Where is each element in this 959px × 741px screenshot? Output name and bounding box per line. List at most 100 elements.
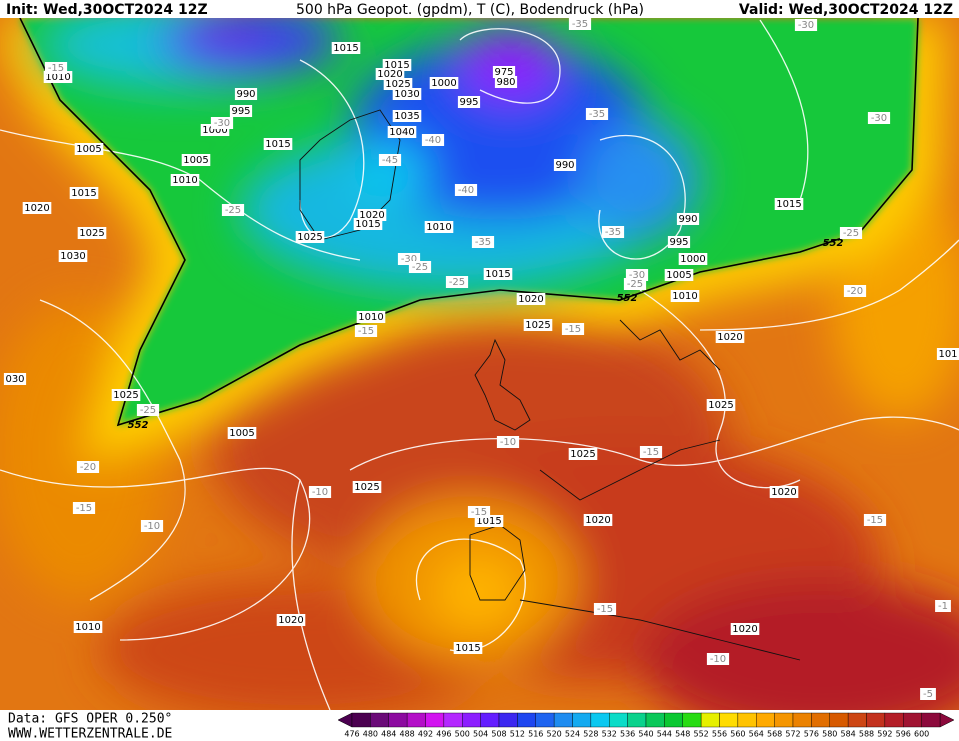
pressure-label-box: [936, 348, 959, 360]
colorbar-label: 520: [546, 730, 561, 739]
website: WWW.WETTERZENTRALE.DE: [8, 727, 172, 741]
temperature-label: -25: [843, 228, 859, 239]
thickness-label: 552: [128, 420, 149, 431]
pressure-label: 990: [236, 89, 255, 100]
temperature-label-box: [210, 117, 234, 129]
colorbar-label: 568: [767, 730, 782, 739]
temperature-label-box: [794, 19, 818, 31]
pressure-label: 1015: [455, 643, 480, 654]
pressure-label-box: [276, 614, 306, 626]
pressure-label-box: [73, 621, 103, 633]
temperature-label: -15: [565, 324, 581, 335]
colorbar-swatch: [866, 712, 886, 728]
colorbar-swatch: [553, 712, 573, 728]
pressure-label: 1010: [172, 175, 197, 186]
pressure-label: 1005: [666, 270, 691, 281]
colorbar-swatch: [903, 712, 922, 728]
pressure-label-box: [263, 138, 293, 150]
colorbar-label: 564: [749, 730, 764, 739]
pressure-label-box: [453, 642, 483, 654]
pressure-label: 1025: [297, 232, 322, 243]
pressure-label-box: [58, 250, 88, 262]
thickness-label: 552: [823, 238, 844, 249]
temperature-label: -25: [412, 262, 428, 273]
pressure-label: 995: [459, 97, 478, 108]
colorbar-label: 592: [877, 730, 892, 739]
pressure-label: 990: [678, 214, 697, 225]
temperature-label-box: [378, 154, 402, 166]
pressure-label-box: [227, 427, 257, 439]
temperature-label-box: [454, 184, 478, 196]
pressure-label: 1015: [476, 516, 501, 527]
colorbar-label: 476: [344, 730, 359, 739]
pressure-label-box: [706, 399, 736, 411]
temperature-label: -15: [76, 503, 92, 514]
pressure-label-box: [392, 110, 422, 122]
pressure-label: 1000: [680, 254, 705, 265]
pressure-label-box: [523, 319, 553, 331]
temperature-label: -35: [605, 227, 621, 238]
pressure-label: 1025: [708, 400, 733, 411]
colorbar-swatch: [756, 712, 775, 728]
pressure-label-box: [715, 331, 745, 343]
pressure-label: 1010: [426, 222, 451, 233]
temperature-label: -1: [938, 601, 948, 612]
pressure-label: 1040: [389, 127, 414, 138]
pressure-label-box: [229, 105, 253, 117]
pressure-label: 1020: [377, 69, 402, 80]
pressure-label-box: [181, 154, 211, 166]
pressure-label: 1020: [518, 294, 543, 305]
temperature-label: -10: [500, 437, 516, 448]
colorbar-swatch: [700, 712, 720, 728]
temperature-label-box: [308, 486, 332, 498]
colorbar-swatch: [480, 712, 500, 728]
temperature-label: -35: [475, 237, 491, 248]
pressure-label: 1015: [265, 139, 290, 150]
pressure-label: 1020: [771, 487, 796, 498]
pressure-label: 1005: [76, 144, 101, 155]
colorbar-swatch: [884, 712, 904, 728]
colorbar-swatch: [370, 712, 389, 728]
temperature-label-box: [140, 520, 164, 532]
temperature-label: -25: [449, 277, 465, 288]
temperature-label: -40: [425, 135, 441, 146]
temperature-label-box: [221, 204, 245, 216]
pressure-label-box: [234, 88, 258, 100]
pressure-label-box: [383, 78, 413, 90]
pressure-label-box: [74, 143, 104, 155]
pressure-label: 1025: [113, 390, 138, 401]
pressure-label: 030: [5, 374, 24, 385]
colorbar-swatch: [498, 712, 518, 728]
colorbar-label: 552: [693, 730, 708, 739]
colorbar-label: 508: [491, 730, 506, 739]
pressure-label: 1020: [278, 615, 303, 626]
pressure-label: 980: [496, 77, 515, 88]
temperature-label: -35: [572, 19, 588, 30]
pressure-label-box: [111, 389, 141, 401]
pressure-label-box: [664, 269, 694, 281]
temperature-label: -10: [312, 487, 328, 498]
pressure-label-box: [387, 126, 417, 138]
pressure-label: 1025: [385, 79, 410, 90]
pressure-label: 995: [669, 237, 688, 248]
pressure-label-box: [568, 448, 598, 460]
temperature-label: -30: [798, 20, 814, 31]
map-title: 500 hPa Geopot. (gpdm), T (C), Bodendruc…: [296, 2, 644, 18]
colorbar-label: 480: [363, 730, 378, 739]
colorbar-label: 500: [455, 730, 470, 739]
colorbar-label: 516: [528, 730, 543, 739]
temperature-label-box: [920, 688, 936, 700]
colorbar: 476 480 484 488 492 496 500 504 508 512 516 520 524 5…: [337, 712, 955, 739]
pressure-label: 1020: [24, 203, 49, 214]
temperature-label-box: [445, 276, 469, 288]
colorbar-swatch: [811, 712, 830, 728]
temperature-label: -45: [382, 155, 398, 166]
temperature-label-box: [561, 323, 585, 335]
temperature-label: -15: [358, 326, 374, 337]
pressure-label-box: [375, 68, 405, 80]
temperature-label-box: [935, 600, 951, 612]
pressure-label-box: [352, 481, 382, 493]
pressure-label-box: [353, 218, 383, 230]
pressure-label: 1005: [183, 155, 208, 166]
